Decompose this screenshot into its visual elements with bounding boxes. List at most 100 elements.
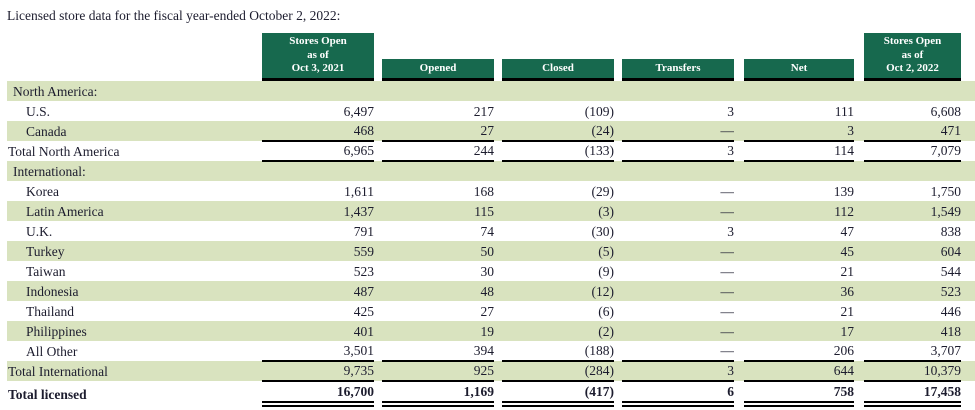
spacer-cell — [494, 121, 502, 141]
cell-value — [502, 81, 614, 101]
row-label: All Other — [26, 344, 78, 360]
cell-value: 446 — [940, 304, 961, 320]
spacer-cell — [374, 241, 382, 261]
spacer-cell — [254, 281, 262, 301]
spacer-cell — [614, 281, 622, 301]
spacer-cell — [854, 361, 864, 381]
cell-value: — — [720, 284, 735, 300]
spacer-cell — [961, 361, 975, 381]
spacer-cell — [961, 221, 975, 241]
spacer-cell — [374, 161, 382, 181]
cell-value — [262, 81, 374, 101]
cell-value: 16,700 — [262, 381, 374, 407]
page-title: Licensed store data for the fiscal year-… — [7, 8, 341, 23]
cell-value: 27 — [480, 304, 495, 320]
spacer-cell — [614, 181, 622, 201]
cell-value: (9) — [598, 264, 614, 280]
column-header-line: Oct 2, 2022 — [886, 62, 939, 75]
row-label: Total North America — [8, 144, 120, 160]
spacer-cell — [494, 381, 502, 404]
cell-value: — — [720, 244, 735, 260]
cell-value: — — [720, 204, 735, 220]
spacer-cell — [961, 281, 975, 301]
table-row: Philippines 401 19 (2) — 17 418 — [7, 321, 975, 341]
spacer-cell — [734, 301, 744, 321]
spacer-cell — [494, 301, 502, 321]
spacer-cell — [734, 381, 744, 404]
spacer-cell — [614, 241, 622, 261]
cell-value — [502, 161, 614, 181]
cell-value: 217 — [473, 104, 494, 120]
column-header-cell: Stores Open as of Oct 2, 2022 — [864, 33, 961, 81]
table-row: Turkey 559 50 (5) — 45 604 — [7, 241, 975, 261]
cell-value — [744, 161, 854, 181]
spacer-cell — [374, 301, 382, 321]
spacer-cell — [854, 281, 864, 301]
spacer-cell — [854, 181, 864, 201]
cell-value: 425 — [353, 304, 374, 320]
cell-value: 1,169 — [382, 381, 494, 407]
spacer-cell — [494, 161, 502, 181]
column-header-line: Opened — [419, 61, 457, 74]
spacer-cell — [734, 181, 744, 201]
spacer-cell — [254, 261, 262, 281]
spacer-cell — [614, 361, 622, 381]
column-header-line: Transfers — [655, 61, 701, 74]
row-label: Thailand — [26, 304, 74, 320]
cell-value: 468 — [262, 121, 374, 142]
row-label: Latin America — [26, 204, 104, 220]
cell-value: 3,707 — [864, 341, 961, 362]
spacer-cell — [494, 361, 502, 381]
spacer-cell — [961, 101, 975, 121]
cell-value: (133) — [502, 141, 614, 162]
spacer-cell — [254, 161, 262, 181]
row-label: Total International — [8, 364, 108, 380]
spacer-cell — [734, 161, 744, 181]
cell-value: 6,497 — [343, 104, 374, 120]
cell-value: (5) — [598, 244, 614, 260]
spacer-cell — [494, 221, 502, 241]
table-header-row: Stores Open as of Oct 3, 2021 Opened Closed T… — [7, 33, 975, 81]
cell-value: 21 — [840, 304, 855, 320]
spacer-cell — [734, 361, 744, 381]
spacer-cell — [614, 101, 622, 121]
spacer-cell — [961, 321, 975, 341]
row-label: Indonesia — [26, 284, 79, 300]
spacer-cell — [254, 181, 262, 201]
cell-value: 758 — [744, 381, 854, 407]
spacer-cell — [961, 33, 975, 81]
spacer-cell — [614, 321, 622, 341]
spacer-cell — [254, 201, 262, 221]
spacer-cell — [374, 361, 382, 381]
spacer-cell — [374, 101, 382, 121]
table-row: Thailand 425 27 (6) — 21 446 — [7, 301, 975, 321]
cell-value: 48 — [480, 284, 495, 300]
table-row: U.S. 6,497 217 (109) 3 111 6,608 — [7, 101, 975, 121]
row-label: Canada — [26, 124, 67, 140]
cell-value: 206 — [744, 341, 854, 362]
cell-value: (12) — [591, 284, 615, 300]
spacer-cell — [734, 341, 744, 361]
spacer-cell — [374, 281, 382, 301]
spacer-cell — [734, 221, 744, 241]
cell-value: 838 — [940, 224, 961, 240]
column-header: Opened — [382, 59, 494, 81]
cell-value: 487 — [353, 284, 374, 300]
spacer-cell — [734, 121, 744, 141]
cell-value: 523 — [353, 264, 374, 280]
cell-value: — — [622, 341, 734, 362]
spacer-cell — [854, 221, 864, 241]
cell-value: 1,549 — [930, 204, 961, 220]
cell-value: 6,965 — [262, 141, 374, 162]
spacer-cell — [494, 101, 502, 121]
spacer-cell — [254, 221, 262, 241]
cell-value: — — [720, 264, 735, 280]
table-row: U.K. 791 74 (30) 3 47 838 — [7, 221, 975, 241]
spacer-cell — [254, 361, 262, 381]
cell-value: 7,079 — [864, 141, 961, 162]
column-header-line: as of — [307, 48, 329, 61]
cell-value: 644 — [744, 361, 854, 382]
spacer-cell — [494, 33, 502, 81]
spacer-cell — [961, 261, 975, 281]
table-row: Latin America 1,437 115 (3) — 112 1,549 — [7, 201, 975, 221]
